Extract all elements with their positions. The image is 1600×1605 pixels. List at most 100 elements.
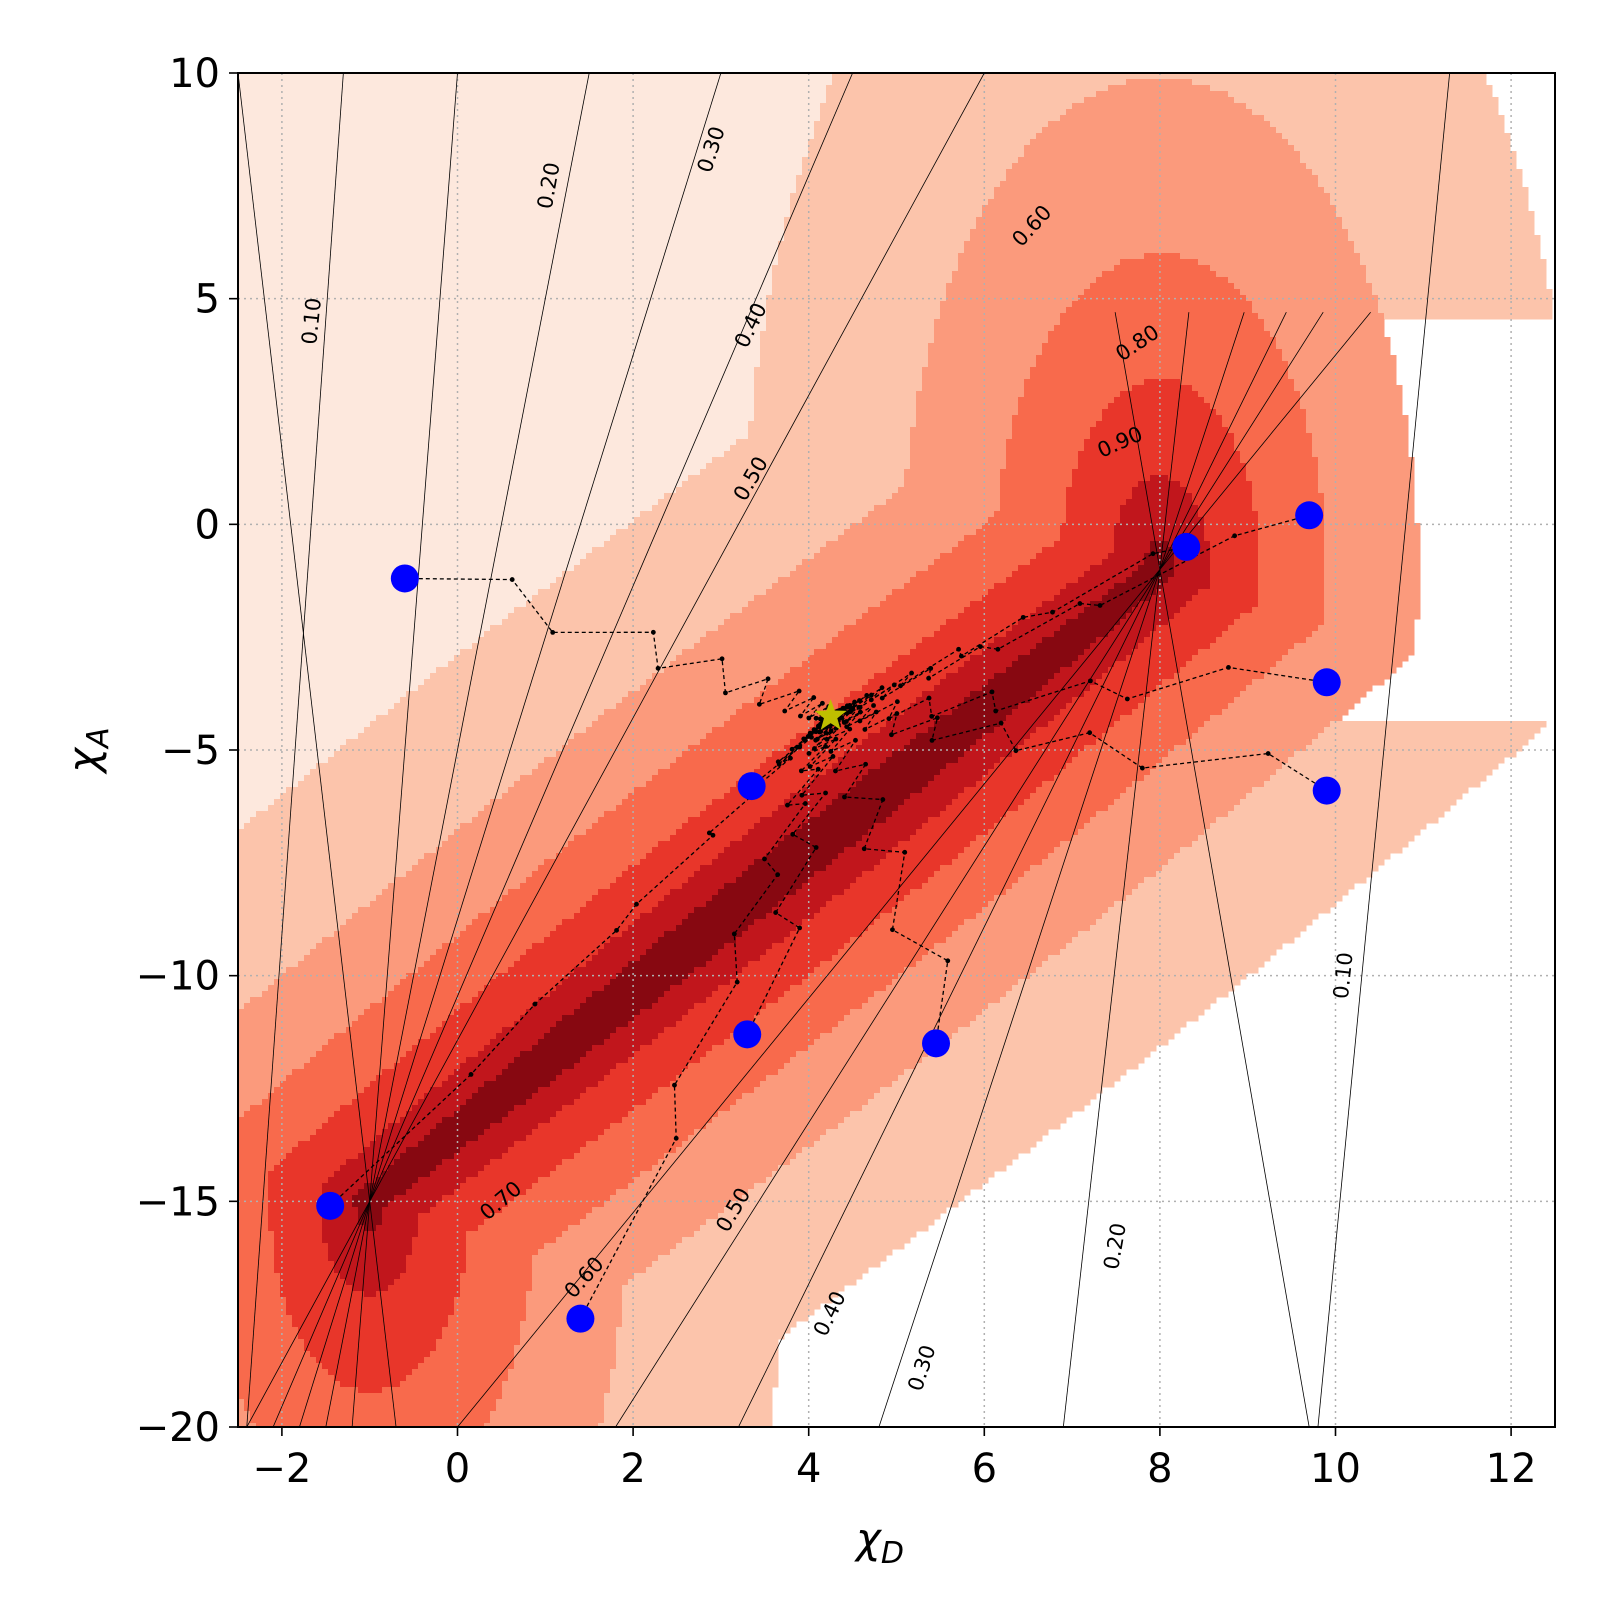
contour-band-cell: [238, 787, 287, 794]
contour-band-cell: [478, 1171, 551, 1178]
contour-band-cell: [862, 775, 935, 782]
contour-band-cell: [718, 985, 791, 992]
contour-band-cell: [250, 1417, 491, 1424]
contour-band-cell: [238, 1165, 275, 1172]
contour-band-cell: [1204, 829, 1421, 836]
contour-band-cell: [454, 829, 587, 836]
contour-band-cell: [904, 799, 953, 806]
contour-band-cell: [682, 481, 905, 488]
contour-band-cell: [514, 1363, 617, 1370]
contour-band-cell: [664, 493, 893, 500]
contour-band-cell: [286, 967, 419, 974]
contour-band-cell: [310, 1057, 401, 1064]
contour-band-cell: [934, 943, 1067, 950]
contour-band-cell: [598, 1081, 671, 1088]
contour-band-cell: [1342, 223, 1535, 230]
contour-band-cell: [826, 97, 1085, 104]
contour-band-cell: [922, 637, 995, 644]
contour-band-cell: [814, 775, 863, 782]
contour-band-cell: [1186, 739, 1313, 746]
contour-band-cell: [1210, 541, 1259, 548]
contour-band-cell: [1276, 769, 1493, 776]
contour-band-cell: [406, 691, 629, 698]
contour-band-cell: [550, 1081, 599, 1088]
contour-band-cell: [910, 739, 977, 746]
contour-band-cell: [604, 1405, 773, 1412]
contour-band-cell: [748, 433, 911, 440]
contour-band-cell: [844, 1015, 977, 1022]
contour-band-cell: [934, 1045, 1157, 1052]
contour-band-cell: [1048, 331, 1271, 338]
contour-band-cell: [1012, 433, 1091, 440]
contour-band-cell: [724, 943, 773, 950]
contour-band-cell: [1204, 529, 1259, 536]
contour-band-cell: [1018, 979, 1241, 986]
contour-band-cell: [412, 1369, 509, 1376]
path-step-point: [945, 958, 951, 964]
contour-band-cell: [922, 1057, 1145, 1064]
contour-band-cell: [1054, 595, 1103, 602]
path-step-point: [798, 768, 804, 774]
contour-band-cell: [562, 847, 653, 854]
contour-band-cell: [1210, 583, 1259, 590]
contour-band-cell: [808, 781, 857, 788]
contour-band-cell: [514, 1345, 617, 1352]
contour-band-cell: [982, 205, 1337, 212]
contour-band-cell: [460, 1183, 533, 1190]
contour-band-cell: [574, 733, 707, 740]
contour-band-cell: [844, 889, 911, 896]
contour-band-cell: [238, 619, 503, 626]
contour-band-cell: [352, 1285, 389, 1292]
contour-band-cell: [784, 895, 833, 902]
contour-band-cell: [238, 1063, 305, 1070]
contour-band-cell: [478, 913, 575, 920]
contour-band-cell: [238, 949, 311, 956]
contour-band-cell: [1066, 517, 1121, 524]
contour-band-cell: [850, 523, 983, 530]
contour-band-cell: [1084, 445, 1235, 452]
contour-band-cell: [970, 601, 1043, 608]
contour-band-cell: [1072, 469, 1247, 476]
contour-band-cell: [616, 1327, 791, 1334]
contour-band-cell: [400, 1381, 503, 1388]
contour-band-cell: [1066, 583, 1115, 590]
path-step-point: [509, 577, 515, 582]
contour-band-cell: [1324, 577, 1421, 584]
contour-band-cell: [604, 943, 653, 950]
contour-band-cell: [460, 1273, 533, 1280]
contour-band-cell: [910, 451, 1007, 458]
contour-band-cell: [550, 991, 593, 998]
path-step-point: [861, 846, 867, 852]
contour-band-cell: [682, 1141, 815, 1148]
contour-band-cell: [1066, 703, 1139, 710]
contour-band-cell: [532, 1279, 629, 1286]
contour-band-cell: [412, 1045, 485, 1052]
contour-band-cell: [466, 1057, 515, 1064]
contour-band-cell: [1174, 673, 1265, 680]
contour-band-cell: [724, 451, 911, 458]
contour-band-cell: [724, 847, 773, 854]
contour-label: 0.10: [297, 297, 326, 346]
contour-band-cell: [1048, 853, 1175, 860]
contour-band-cell: [298, 1141, 371, 1148]
path-step-point: [785, 802, 790, 808]
contour-band-cell: [1084, 571, 1133, 578]
path-step-point: [468, 1072, 474, 1077]
path-step-point: [978, 644, 983, 650]
contour-band-cell: [238, 865, 413, 872]
path-step-point: [650, 629, 656, 635]
path-step-point: [811, 728, 817, 734]
contour-band-cell: [1042, 349, 1283, 356]
contour-band-cell: [946, 289, 1085, 296]
contour-band-cell: [334, 931, 461, 938]
contour-band-cell: [1000, 499, 1067, 506]
contour-band-cell: [436, 1165, 485, 1172]
contour-band-cell: [1252, 487, 1319, 494]
contour-band-cell: [604, 811, 701, 818]
contour-band-cell: [1138, 703, 1229, 710]
contour-band-cell: [562, 1069, 611, 1076]
contour-band-cell: [754, 373, 923, 380]
path-step-point: [856, 704, 862, 710]
path-step-point: [1020, 614, 1026, 620]
path-step-point: [1050, 609, 1055, 615]
